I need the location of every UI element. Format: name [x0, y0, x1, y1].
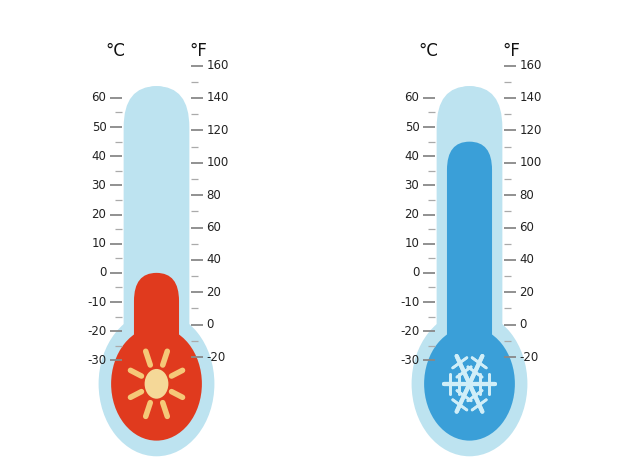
Text: -10: -10 [87, 296, 106, 308]
Circle shape [99, 311, 214, 456]
Text: 0: 0 [207, 318, 214, 331]
Text: 120: 120 [520, 124, 542, 137]
Text: 120: 120 [207, 124, 229, 137]
Text: 40: 40 [404, 150, 419, 163]
Text: 0: 0 [412, 266, 419, 279]
Text: -30: -30 [400, 354, 419, 367]
Text: 60: 60 [520, 221, 535, 234]
Circle shape [424, 327, 515, 441]
Text: 80: 80 [207, 188, 222, 202]
Text: 20: 20 [520, 286, 535, 299]
Text: 160: 160 [520, 59, 542, 72]
Text: 30: 30 [404, 179, 419, 192]
FancyBboxPatch shape [134, 86, 179, 372]
Text: °F: °F [503, 42, 521, 60]
Text: -20: -20 [207, 351, 226, 364]
Text: 30: 30 [91, 179, 106, 192]
Text: 0: 0 [520, 318, 527, 331]
FancyBboxPatch shape [437, 86, 502, 380]
Text: 10: 10 [91, 237, 106, 250]
Text: °C: °C [418, 42, 438, 60]
FancyBboxPatch shape [124, 86, 190, 380]
Circle shape [111, 327, 202, 441]
Text: -10: -10 [400, 296, 419, 308]
Text: 0: 0 [99, 266, 106, 279]
Circle shape [412, 311, 527, 456]
Text: 40: 40 [207, 253, 222, 266]
Text: -20: -20 [520, 351, 539, 364]
Text: 20: 20 [91, 208, 106, 221]
Text: 100: 100 [207, 156, 229, 169]
Text: 50: 50 [404, 121, 419, 133]
Text: 60: 60 [404, 92, 419, 104]
Text: -20: -20 [400, 325, 419, 337]
Text: 40: 40 [520, 253, 535, 266]
Circle shape [145, 369, 168, 399]
Text: 60: 60 [207, 221, 222, 234]
Text: °F: °F [190, 42, 208, 60]
FancyBboxPatch shape [134, 273, 179, 372]
Text: 50: 50 [91, 121, 106, 133]
Text: 10: 10 [404, 237, 419, 250]
Text: 20: 20 [404, 208, 419, 221]
Text: 140: 140 [207, 92, 229, 104]
Text: 160: 160 [207, 59, 229, 72]
Text: 40: 40 [91, 150, 106, 163]
FancyBboxPatch shape [447, 141, 492, 372]
Text: -30: -30 [87, 354, 106, 367]
FancyBboxPatch shape [447, 86, 492, 372]
Text: 100: 100 [520, 156, 542, 169]
Text: °C: °C [105, 42, 125, 60]
Text: 20: 20 [207, 286, 222, 299]
Text: 140: 140 [520, 92, 542, 104]
Text: -20: -20 [87, 325, 106, 337]
Text: 60: 60 [91, 92, 106, 104]
Text: 80: 80 [520, 188, 535, 202]
